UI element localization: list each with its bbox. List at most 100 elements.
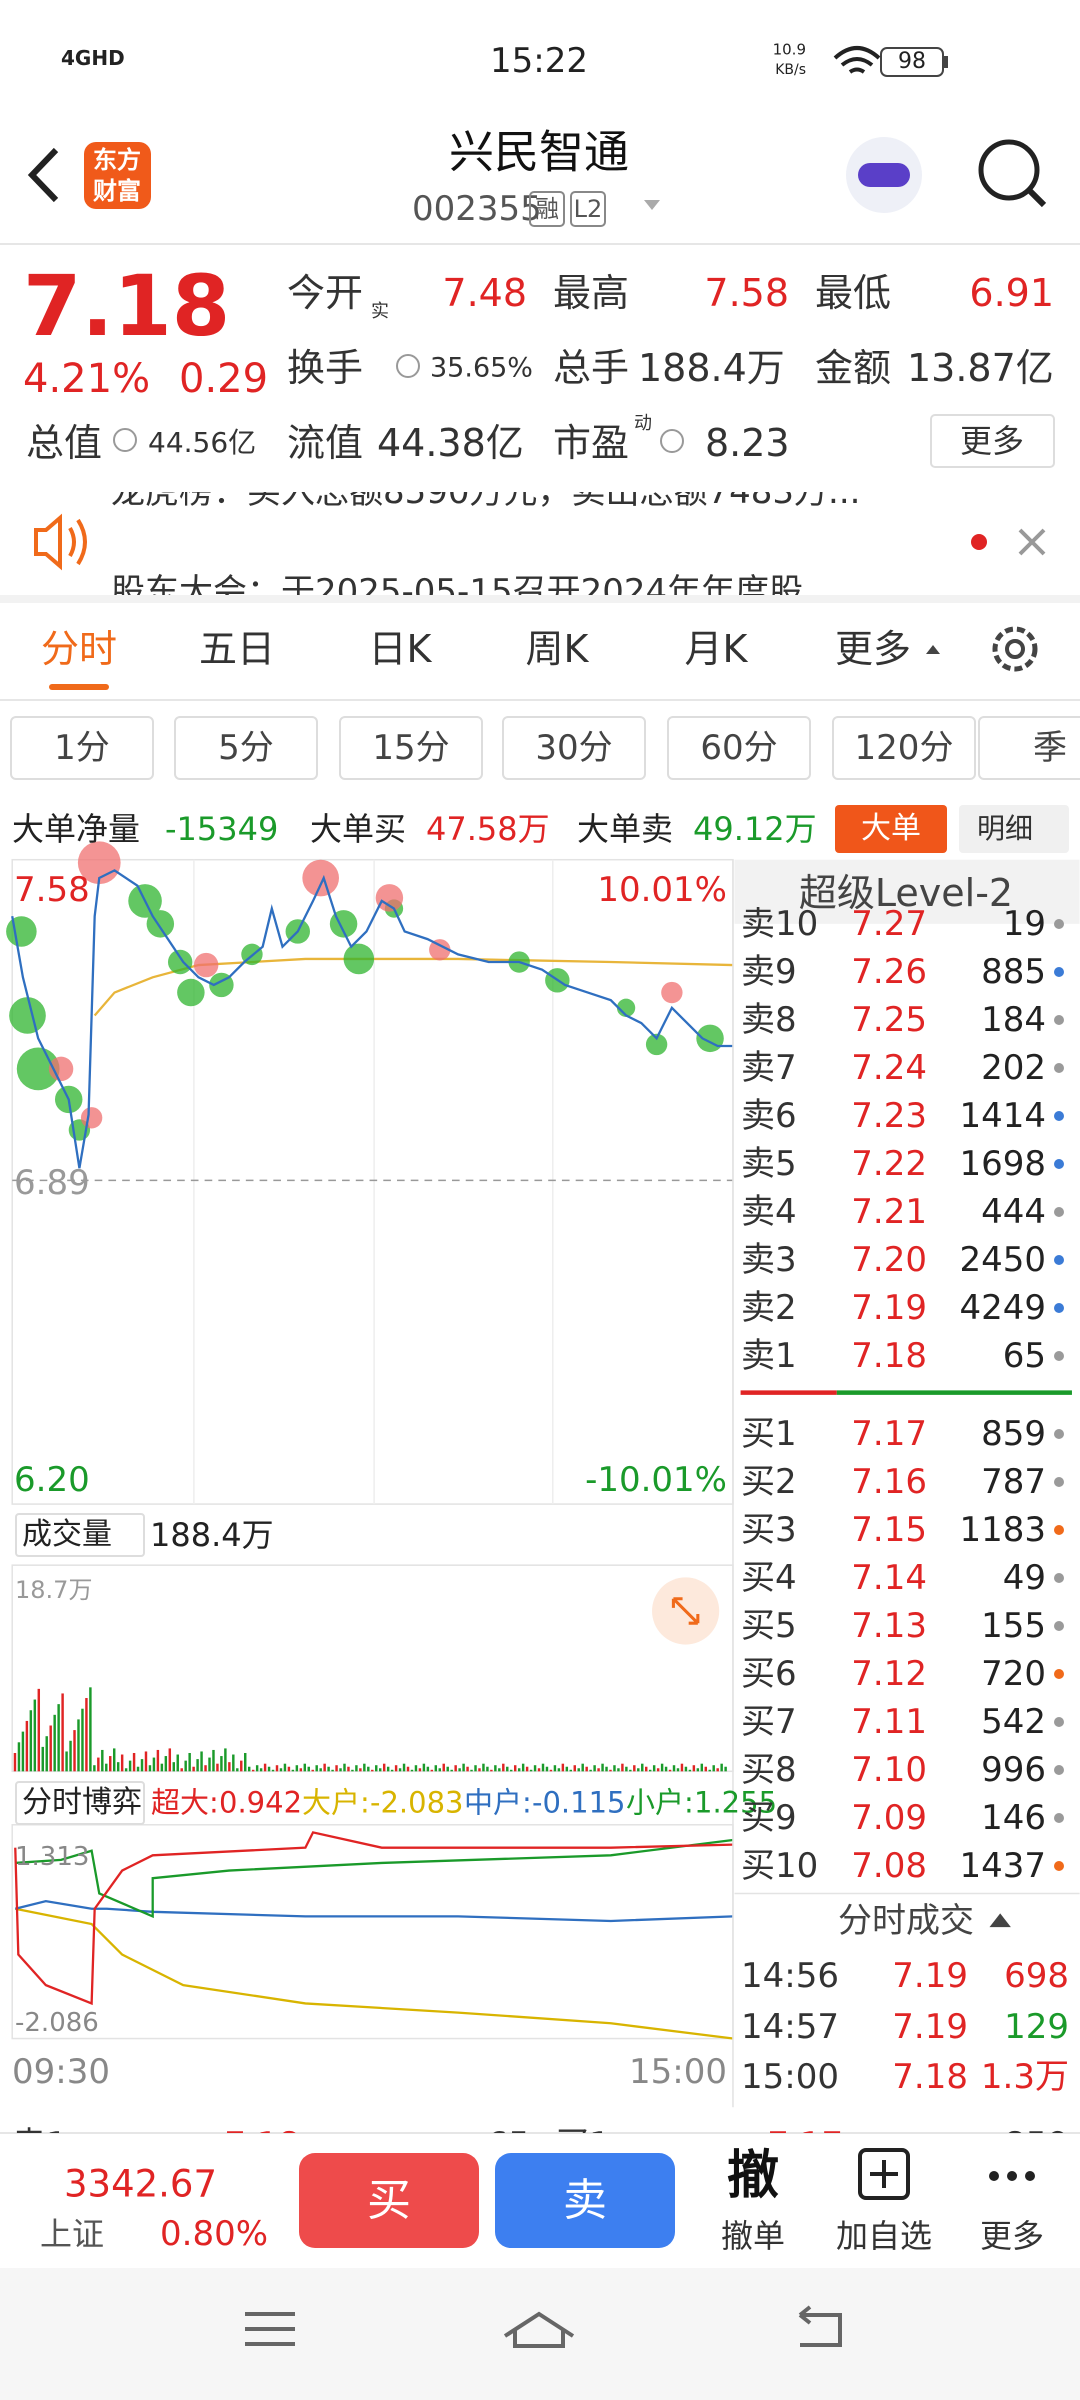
period[interactable]: 120分 <box>854 728 954 768</box>
volume-bar-decor <box>192 1766 195 1772</box>
book-dot <box>1054 1861 1064 1871</box>
watch-icon[interactable] <box>858 2148 910 2200</box>
book-header <box>734 859 1080 924</box>
book-dot <box>1054 1351 1064 1361</box>
more-button-label[interactable]: 更多 <box>959 422 1025 460</box>
news-ticker[interactable]: 龙虎榜：买入总额8590万元，卖出总额7483万... 股东大会：于2025-05… <box>111 492 951 595</box>
action-label[interactable]: 撤单 <box>720 2217 786 2255</box>
peek-text: 7.18 <box>224 2128 300 2133</box>
book-dot <box>1054 1159 1064 1169</box>
info-icon[interactable] <box>396 354 420 378</box>
period-button[interactable] <box>502 716 646 780</box>
book-volume: 1183 <box>959 1510 1046 1550</box>
big-order-button[interactable] <box>835 805 947 853</box>
period[interactable]: 15分 <box>372 728 450 768</box>
nav-back[interactable] <box>798 2305 842 2347</box>
period[interactable]: 30分 <box>535 728 613 768</box>
buy-button[interactable] <box>299 2153 479 2248</box>
trade-price: 7.18 <box>892 2057 968 2097</box>
volume-bar-decor <box>152 1757 156 1772</box>
volume-bar-decor <box>85 1698 88 1772</box>
volume-bar-decor <box>478 1768 481 1772</box>
volume-selector[interactable] <box>15 1513 145 1557</box>
field-label: 总值 <box>26 421 103 465</box>
label: 分时博弈 <box>22 1785 142 1820</box>
volume-bar-decor <box>656 1768 660 1772</box>
volume-bar-decor <box>81 1708 84 1772</box>
volume-bar-decor <box>625 1766 628 1772</box>
period-button[interactable] <box>174 716 318 780</box>
period-button[interactable] <box>339 716 483 780</box>
dropdown-arrow <box>644 200 660 210</box>
volume-bar-decor <box>454 1765 457 1772</box>
action-label[interactable]: 加自选 <box>835 2217 933 2255</box>
field-value: 188.4万 <box>638 346 785 390</box>
more-button[interactable] <box>930 414 1055 468</box>
info-icon[interactable] <box>113 428 137 452</box>
volume-bar-decor <box>33 1699 37 1772</box>
nav-home[interactable] <box>503 2311 575 2348</box>
sell-label[interactable]: 卖 <box>563 2175 607 2226</box>
axis-label: -10.01% <box>585 1460 727 1500</box>
more-dots[interactable] <box>989 2171 1035 2181</box>
field-label: 最低 <box>815 271 892 315</box>
book-label: 卖1 <box>741 1336 797 1376</box>
value: 49.12万 <box>693 810 817 848</box>
tab[interactable]: 月K <box>684 627 748 671</box>
button-label[interactable]: 大单 <box>861 811 921 846</box>
field-label: 市盈 <box>553 421 630 465</box>
volume-bar-decor <box>351 1769 354 1772</box>
volume-bar-decor <box>660 1763 664 1772</box>
back-icon[interactable] <box>27 147 59 203</box>
detail-button[interactable] <box>959 805 1069 853</box>
volume-bar-decor <box>287 1766 291 1772</box>
period[interactable]: 60分 <box>700 728 778 768</box>
volume-bar-decor <box>303 1763 307 1772</box>
volume-bar-decor <box>446 1766 449 1772</box>
button-label[interactable]: 明细 <box>976 812 1034 845</box>
period-button[interactable] <box>832 716 976 780</box>
volume-bar-decor <box>680 1763 684 1772</box>
peek-text: 7.17 <box>767 2128 843 2133</box>
nav-menu[interactable] <box>245 2312 295 2346</box>
field-label: 最高 <box>553 271 630 315</box>
book-price: 7.20 <box>851 1240 927 1280</box>
index-value: 3342.67 <box>64 2162 218 2206</box>
trades-arrow <box>989 1913 1011 1928</box>
tab[interactable]: 五日 <box>198 627 276 671</box>
book-dot <box>1054 1573 1064 1583</box>
buy-label[interactable]: 买 <box>367 2175 411 2226</box>
period[interactable]: 季 <box>1033 728 1067 768</box>
close-icon[interactable] <box>1018 528 1046 556</box>
game-label: 超大: <box>151 1785 219 1820</box>
tab[interactable]: 周K <box>525 627 589 671</box>
order-book: 卖10 7.27 19 卖9 7.26 885 卖8 7.25 184 卖7 7.24 202 卖6 7.… <box>733 907 1080 1920</box>
tab[interactable]: 分时 <box>40 627 118 671</box>
trade-time: 15:00 <box>741 2057 839 2097</box>
period-button[interactable] <box>10 716 154 780</box>
action-label[interactable]: 更多 <box>979 2217 1045 2255</box>
game-selector[interactable] <box>15 1781 145 1825</box>
volume-bar-decor <box>541 1763 545 1772</box>
volume-bar-decor <box>109 1756 112 1772</box>
book-volume: 49 <box>1002 1558 1046 1598</box>
cancel-icon[interactable]: 撤 <box>726 2146 780 2206</box>
sell-button[interactable] <box>495 2153 675 2248</box>
tab[interactable]: 更多 <box>834 627 912 671</box>
period[interactable]: 5分 <box>218 728 274 768</box>
period-button[interactable] <box>667 716 811 780</box>
axis-label: 6.89 <box>14 1163 90 1203</box>
search-icon[interactable] <box>978 139 1040 201</box>
change: 0.29 <box>179 356 269 402</box>
volume-bar-decor <box>160 1763 164 1772</box>
more-tab-arrow <box>926 645 940 654</box>
axis-label: 18.7万 <box>15 1576 93 1604</box>
period-button[interactable] <box>978 716 1080 780</box>
period[interactable]: 1分 <box>54 728 110 768</box>
settings-icon[interactable] <box>992 626 1038 672</box>
volume-bar-decor <box>533 1765 537 1772</box>
tab[interactable]: 日K <box>368 627 432 671</box>
info-icon[interactable] <box>660 429 684 453</box>
game-value: 1.255 <box>694 1785 778 1820</box>
book-price: 7.23 <box>851 1096 927 1136</box>
